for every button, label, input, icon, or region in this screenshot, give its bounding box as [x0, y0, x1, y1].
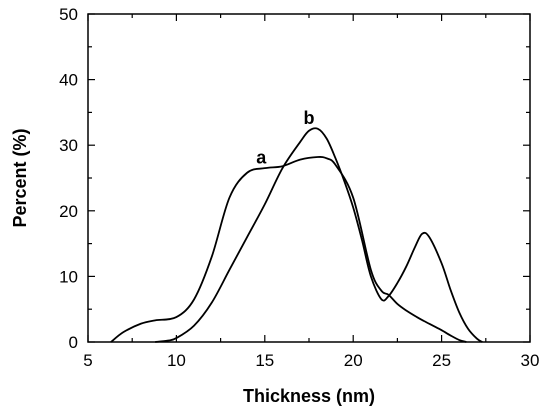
y-tick-label: 0	[69, 333, 78, 352]
x-tick-label: 15	[255, 351, 274, 370]
y-tick-label: 40	[59, 71, 78, 90]
x-tick-label: 10	[167, 351, 186, 370]
y-tick-label: 50	[59, 5, 78, 24]
series-layer: ab	[110, 108, 483, 343]
series-label-b: b	[304, 108, 315, 128]
x-tick-label: 30	[521, 351, 540, 370]
series-label-a: a	[256, 148, 267, 168]
y-axis-title: Percent (%)	[10, 128, 30, 227]
x-tick-label: 20	[344, 351, 363, 370]
plot-frame	[87, 13, 531, 343]
plot-area	[87, 13, 531, 343]
series-line-b	[155, 127, 483, 343]
x-tick-label: 5	[83, 351, 92, 370]
series-line-a	[110, 156, 467, 343]
y-tick-label: 20	[59, 202, 78, 221]
y-tick-label: 30	[59, 136, 78, 155]
x-tick-label: 25	[432, 351, 451, 370]
y-tick-label: 10	[59, 267, 78, 286]
x-axis: 5 10 15 20 25 30	[83, 14, 539, 370]
x-axis-title: Thickness (nm)	[243, 386, 375, 406]
y-axis: 0 10 20 30 40 50	[59, 5, 530, 352]
